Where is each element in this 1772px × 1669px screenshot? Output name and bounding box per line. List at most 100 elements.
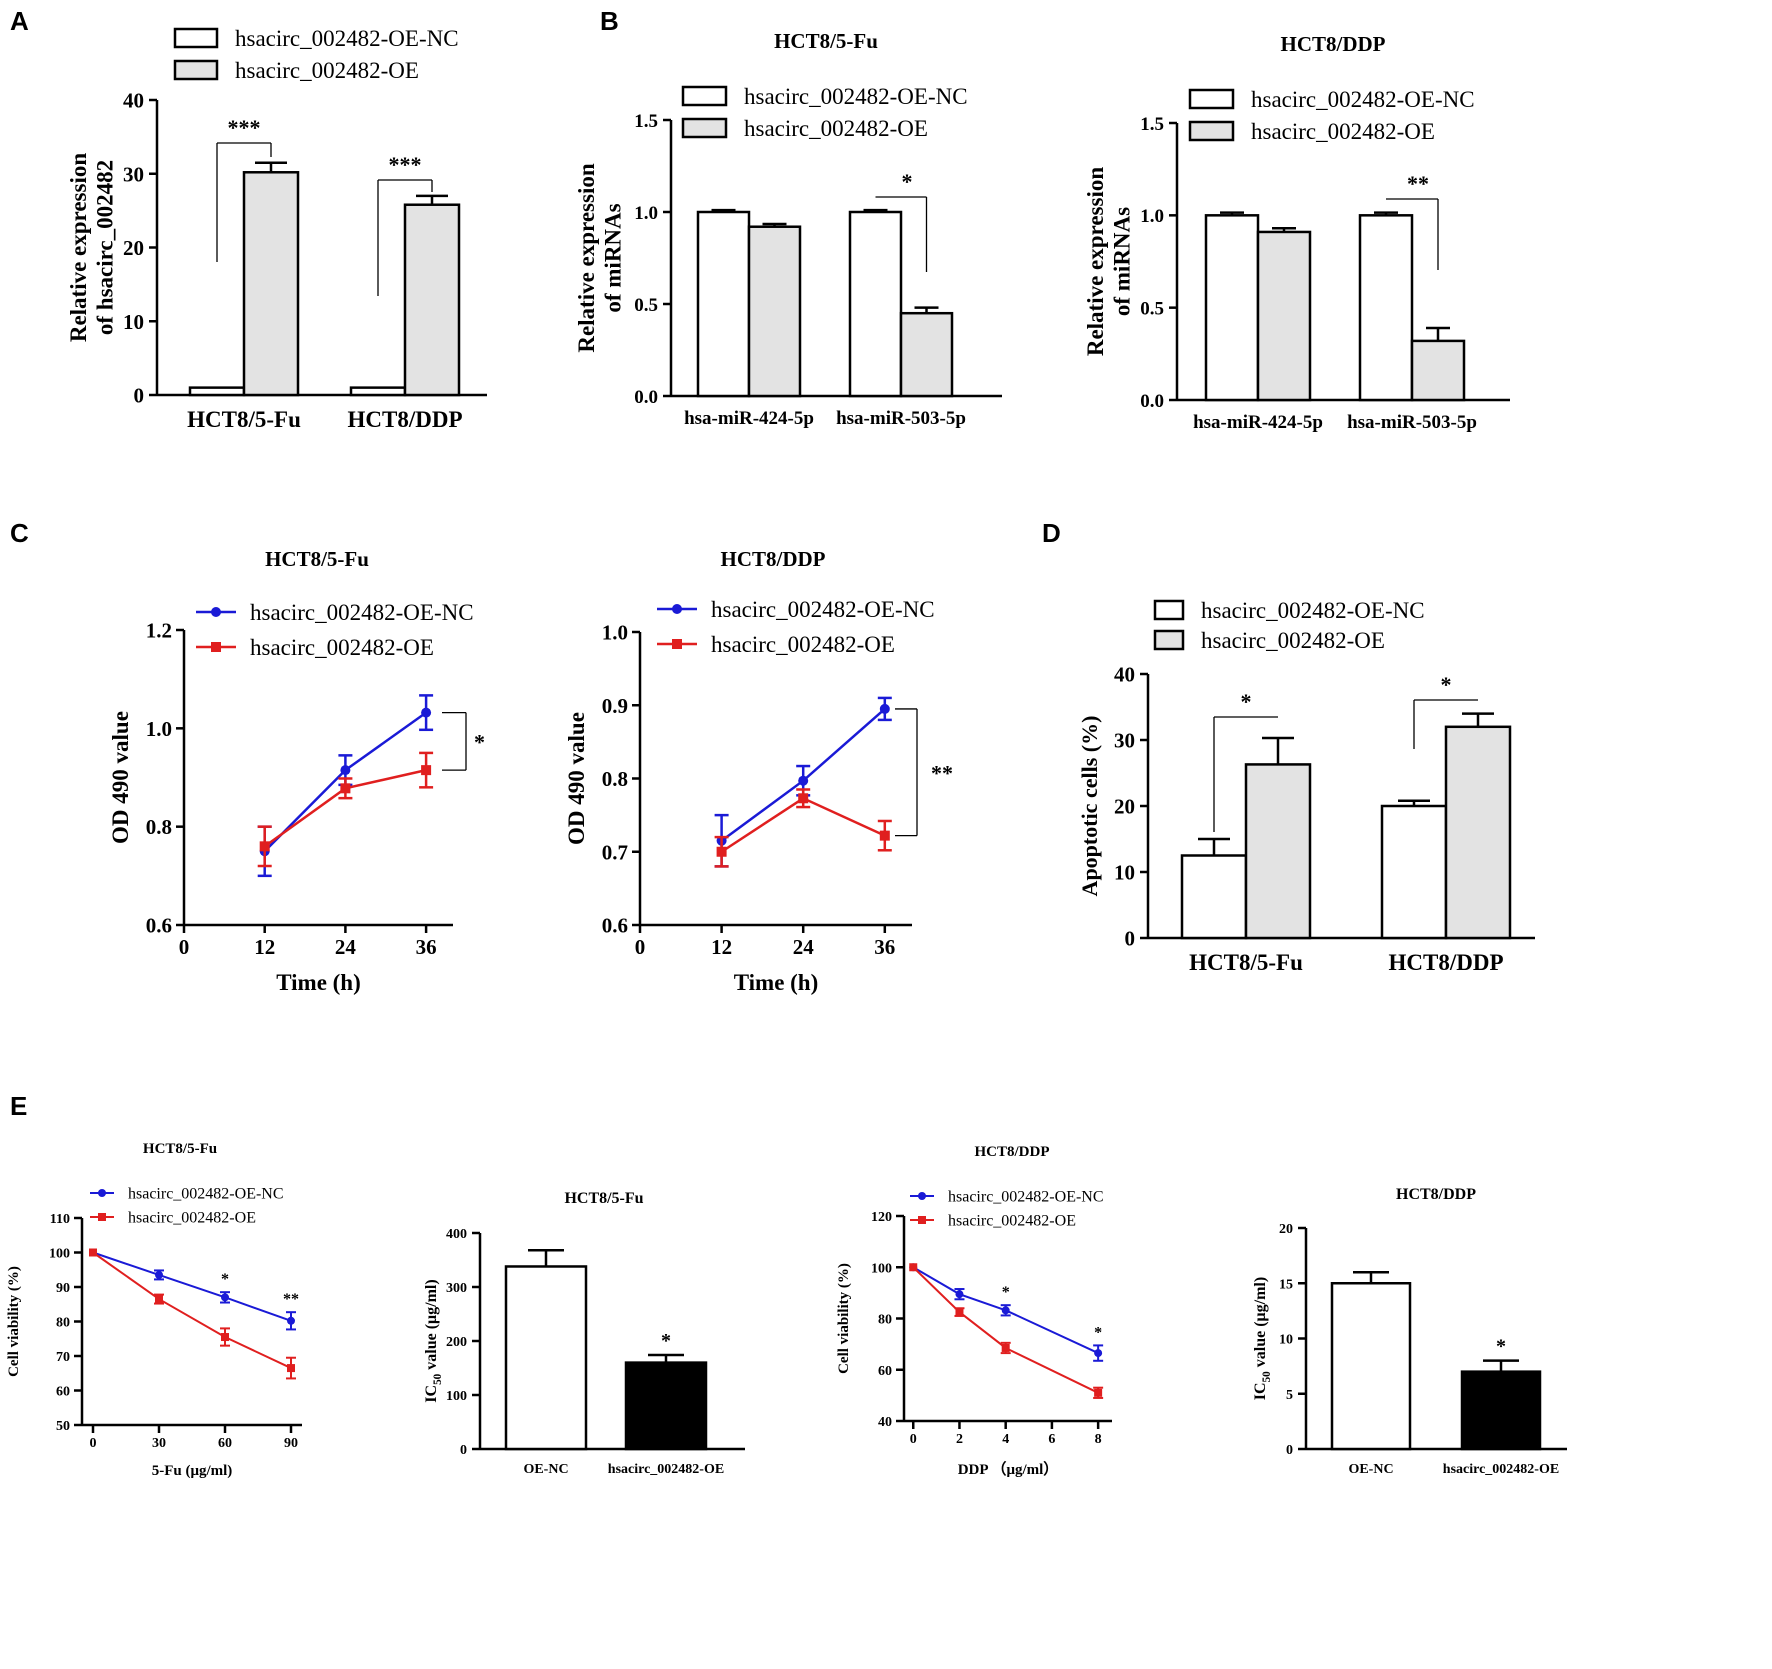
x-tick-label: 24	[793, 935, 815, 959]
bar-oe-HCT8/5-Fu	[1244, 763, 1312, 940]
data-point-oe	[716, 846, 727, 857]
panel-label: B	[600, 6, 619, 36]
y-tick-label: 0.5	[1140, 299, 1164, 320]
bar-oe-nc-HCT8/5-Fu	[1180, 854, 1248, 940]
data-point-oe-nc	[155, 1270, 163, 1279]
legend-label: hsacirc_002482-OE-NC	[711, 597, 935, 622]
legend-swatch	[681, 117, 728, 139]
y-tick-label: 10	[1114, 861, 1135, 885]
legend-marker	[211, 607, 221, 617]
y-axis-label: Cell viability (%)	[836, 1263, 852, 1374]
x-tick-label: 36	[416, 935, 437, 959]
legend-swatch	[1153, 599, 1185, 621]
x-category-label: hsa-miR-424-5p	[1193, 412, 1323, 433]
x-tick-label: 2	[956, 1432, 963, 1447]
bar-oe-HCT8/DDP	[403, 203, 461, 397]
chart-D: D 0 10 20 30 40 Apoptotic cells (%) HCT8/5-Fu HC…	[1042, 518, 1535, 975]
significance-mark: *	[1441, 672, 1452, 697]
chart-B2: HCT8/DDP 0.0 0.5 1.0 1.5 Relative expression o…	[1083, 32, 1510, 433]
significance-mark: *	[474, 729, 485, 754]
y-axis-label: of miRNAs	[1109, 207, 1134, 316]
legend-label: hsacirc_002482-OE	[711, 632, 895, 657]
y-tick-label: 40	[123, 89, 144, 113]
y-tick-label: 0.6	[146, 914, 172, 938]
legend-marker	[98, 1189, 106, 1197]
chart-C2: HCT8/DDP 0.6 0.7 0.8 0.9 1.0 0 12 24 36 OD 490 val…	[564, 547, 953, 995]
y-tick-label: 120	[871, 1210, 892, 1225]
significance-mark: *	[661, 1330, 671, 1352]
legend-label: hsacirc_002482-OE-NC	[744, 84, 968, 109]
legend-marker	[918, 1216, 926, 1224]
legend-label: hsacirc_002482-OE	[744, 116, 928, 141]
legend-label: hsacirc_002482-OE-NC	[1201, 598, 1425, 623]
series-line-oe-nc	[912, 1266, 1099, 1355]
bar-oe-nc-hsa-miR-424-5p	[696, 210, 751, 398]
data-point-oe-nc	[287, 1316, 295, 1325]
significance-mark: *	[1094, 1324, 1102, 1341]
x-axis-label: Time (h)	[276, 970, 361, 995]
significance-mark: ***	[389, 152, 422, 177]
chart-title: HCT8/5-Fu	[564, 1190, 643, 1207]
chart-E1: E HCT8/5-Fu 50 60 70 80 90 100 110 0 30 60 90 Cell vi…	[6, 1091, 302, 1479]
y-tick-label: 60	[56, 1385, 70, 1400]
x-category-label: hsacirc_002482-OE	[1443, 1462, 1559, 1477]
bar-oe-nc-HCT8/DDP	[1380, 804, 1448, 940]
legend-swatch	[173, 59, 219, 81]
data-point-oe	[287, 1364, 295, 1373]
legend-swatch	[1188, 120, 1235, 142]
significance-mark: *	[221, 1271, 229, 1288]
bar-oe-hsa-miR-503-5p	[899, 311, 954, 398]
x-category-label: hsacirc_002482-OE	[608, 1462, 724, 1477]
data-point-oe-nc	[340, 765, 351, 776]
y-tick-label: 0.0	[634, 387, 658, 408]
x-axis-label: 5-Fu (μg/ml)	[152, 1463, 233, 1479]
data-point-oe	[798, 793, 809, 804]
panel-label: E	[10, 1091, 27, 1121]
x-tick-label: 0	[910, 1432, 917, 1447]
series-line-oe-nc	[92, 1251, 292, 1322]
legend-marker	[211, 642, 221, 652]
bar-oe-nc-HCT8/DDP	[349, 386, 407, 397]
bar-oe-hsa-miR-424-5p	[747, 225, 802, 398]
bar-oe-hsa-miR-424-5p	[1256, 230, 1312, 402]
significance-mark: ***	[228, 115, 261, 140]
legend-label: hsacirc_002482-OE	[1201, 628, 1385, 653]
data-point-oe	[340, 783, 351, 794]
y-tick-label: 0	[1286, 1443, 1293, 1458]
x-tick-label: 4	[1002, 1432, 1009, 1447]
y-tick-label: 0.9	[602, 694, 628, 718]
y-tick-label: 1.0	[1140, 206, 1164, 227]
chart-title: HCT8/5-Fu	[265, 547, 369, 571]
bar-OE-NC	[1330, 1282, 1412, 1451]
y-tick-label: 0	[134, 384, 145, 408]
x-tick-label: 60	[218, 1436, 232, 1451]
legend-swatch	[1153, 629, 1185, 651]
legend-label: hsacirc_002482-OE	[250, 635, 434, 660]
legend-label: hsacirc_002482-OE-NC	[1251, 87, 1475, 112]
data-point-oe-nc	[798, 775, 809, 786]
y-tick-label: 10	[123, 310, 144, 334]
y-tick-label: 1.0	[634, 203, 658, 224]
x-tick-label: 90	[284, 1436, 298, 1451]
legend-label: hsacirc_002482-OE	[948, 1213, 1076, 1230]
legend-label: hsacirc_002482-OE-NC	[948, 1189, 1104, 1206]
x-tick-label: 8	[1095, 1432, 1102, 1447]
data-point-oe	[155, 1295, 163, 1304]
legend-swatch	[173, 27, 219, 49]
chart-title: HCT8/5-Fu	[774, 29, 878, 53]
bar-hsacirc_002482-OE	[624, 1361, 708, 1451]
legend-label: hsacirc_002482-OE-NC	[235, 26, 459, 51]
bar-oe-HCT8/DDP	[1444, 725, 1512, 940]
data-point-oe-nc	[1001, 1306, 1010, 1315]
significance-mark: **	[931, 760, 953, 785]
y-tick-label: 20	[1114, 795, 1135, 819]
legend-swatch	[681, 85, 728, 107]
y-axis-label: OD 490 value	[564, 712, 589, 845]
x-category-label: HCT8/DDP	[348, 407, 463, 432]
y-tick-label: 60	[878, 1364, 892, 1379]
series-line-oe	[92, 1251, 292, 1369]
x-tick-label: 30	[152, 1436, 166, 1451]
y-tick-label: 5	[1286, 1388, 1293, 1403]
bar-oe-hsa-miR-503-5p	[1410, 339, 1466, 402]
